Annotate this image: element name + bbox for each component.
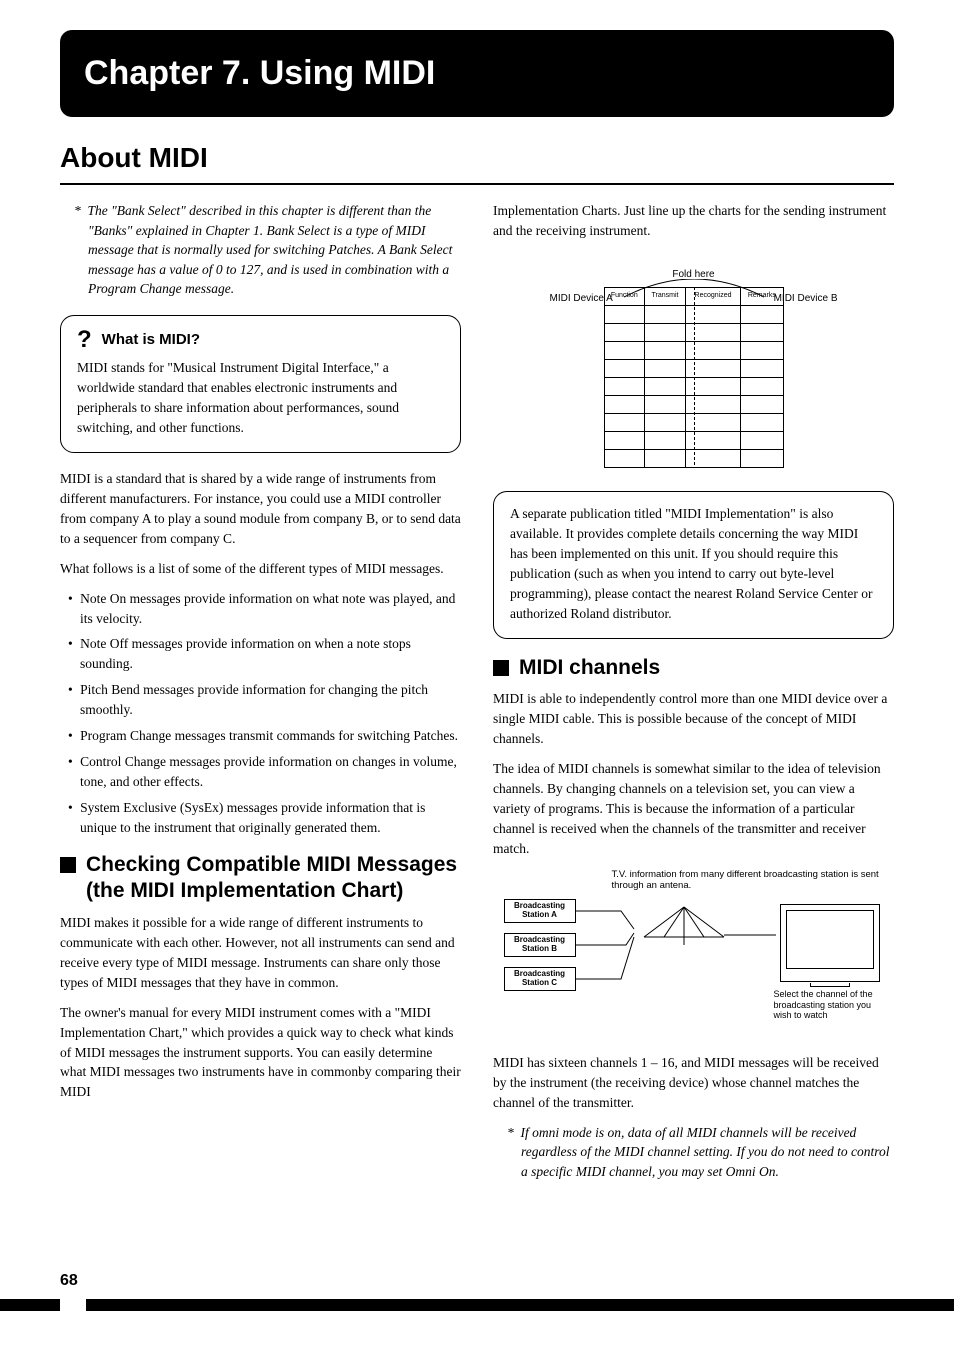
callout-midi-implementation-book: A separate publication titled "MIDI Impl… [493, 491, 894, 639]
right-column: Implementation Charts. Just line up the … [493, 201, 894, 1197]
paragraph: MIDI is a standard that is shared by a w… [60, 469, 461, 549]
note-italic: * The "Bank Select" described in this ch… [60, 201, 461, 299]
table-row [604, 323, 783, 341]
paragraph: The owner's manual for every MIDI instru… [60, 1003, 461, 1103]
station-c-box: Broadcasting Station C [504, 967, 576, 991]
callout-title: What is MIDI? [102, 329, 200, 352]
note-text: If omni mode is on, data of all MIDI cha… [521, 1125, 890, 1179]
tv-icon [780, 904, 880, 982]
tv-stand [810, 983, 850, 987]
paragraph: MIDI has sixteen channels 1 – 16, and MI… [493, 1053, 894, 1113]
callout-body: A separate publication titled "MIDI Impl… [510, 504, 877, 624]
list-item: Note Off messages provide information on… [60, 634, 461, 674]
implementation-chart-diagram: Fold here MIDI Device A MIDI Device B Fu… [554, 251, 834, 471]
callout-body: MIDI stands for "Musical Instrument Digi… [77, 358, 444, 438]
page: Chapter 7. Using MIDI About MIDI * The "… [0, 0, 954, 1351]
tv-caption: T.V. information from many different bro… [612, 869, 882, 892]
paragraph: MIDI is able to independently control mo… [493, 689, 894, 749]
note-star: * [74, 203, 81, 218]
th: Transmit [645, 287, 686, 305]
left-column: * The "Bank Select" described in this ch… [60, 201, 461, 1197]
paragraph: Implementation Charts. Just line up the … [493, 201, 894, 241]
wire-lines [576, 899, 776, 999]
subsection-title: MIDI channels [493, 655, 894, 681]
th: Function [604, 287, 645, 305]
callout-what-is-midi: ? What is MIDI? MIDI stands for "Musical… [60, 315, 461, 453]
table-row [604, 431, 783, 449]
list-item: Control Change messages provide informat… [60, 752, 461, 792]
square-bullet-icon [493, 660, 509, 676]
page-number: 68 [60, 1269, 78, 1293]
tv-screen [786, 910, 874, 969]
paragraph: MIDI makes it possible for a wide range … [60, 913, 461, 993]
tv-channel-diagram: T.V. information from many different bro… [504, 869, 884, 1039]
question-icon: ? [77, 328, 92, 352]
square-bullet-icon [60, 857, 76, 873]
footer-bar [0, 1299, 954, 1311]
impl-chart-table: Function Transmit Recognized Remarks [604, 287, 784, 468]
subsection-title-text: MIDI channels [519, 655, 894, 681]
table-row [604, 395, 783, 413]
subsection-title: Checking Compatible MIDI Messages (the M… [60, 852, 461, 905]
subsection-title-text: Checking Compatible MIDI Messages (the M… [86, 852, 461, 905]
station-b-box: Broadcasting Station B [504, 933, 576, 957]
note-italic: * If omni mode is on, data of all MIDI c… [493, 1123, 894, 1182]
chapter-header: Chapter 7. Using MIDI [60, 30, 894, 117]
table-row [604, 413, 783, 431]
paragraph: What follows is a list of some of the di… [60, 559, 461, 579]
tv-subcaption: Select the channel of the broadcasting s… [774, 989, 884, 1021]
note-text: The "Bank Select" described in this chap… [88, 203, 453, 296]
table-row [604, 449, 783, 467]
th: Remarks [741, 287, 783, 305]
message-types-list: Note On messages provide information on … [60, 589, 461, 839]
content-columns: * The "Bank Select" described in this ch… [60, 201, 894, 1197]
table-row [604, 305, 783, 323]
list-item: Pitch Bend messages provide information … [60, 680, 461, 720]
paragraph: The idea of MIDI channels is somewhat si… [493, 759, 894, 859]
table-header-row: Function Transmit Recognized Remarks [604, 287, 783, 305]
table-row [604, 341, 783, 359]
list-item: Program Change messages transmit command… [60, 726, 461, 746]
section-title: About MIDI [60, 137, 894, 185]
th: Recognized [685, 287, 740, 305]
footer-bar-notch [60, 1299, 86, 1311]
callout-title-row: ? What is MIDI? [77, 328, 444, 352]
list-item: Note On messages provide information on … [60, 589, 461, 629]
station-a-box: Broadcasting Station A [504, 899, 576, 923]
chapter-title: Chapter 7. Using MIDI [84, 48, 870, 99]
table-row [604, 377, 783, 395]
list-item: System Exclusive (SysEx) messages provid… [60, 798, 461, 838]
table-row [604, 359, 783, 377]
note-star: * [507, 1125, 514, 1140]
